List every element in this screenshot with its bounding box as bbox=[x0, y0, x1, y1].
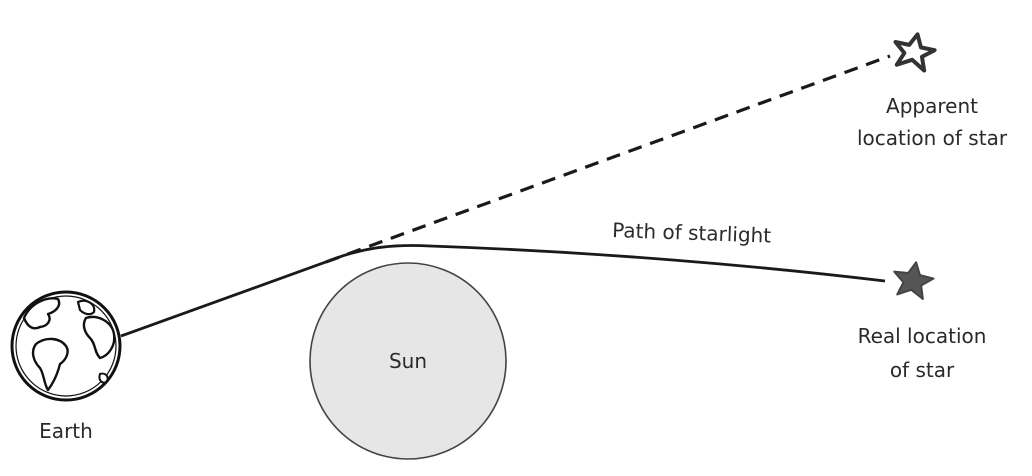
real-star-label-line2: of star bbox=[890, 358, 955, 382]
earth-label: Earth bbox=[39, 419, 93, 443]
apparent-star-label-line1: Apparent bbox=[886, 94, 978, 118]
outline-star-icon bbox=[893, 32, 937, 73]
starlight-path-label: Path of starlight bbox=[612, 218, 772, 248]
globe-icon bbox=[10, 290, 122, 402]
real-star-label-line1: Real location bbox=[858, 324, 987, 348]
starlight-path bbox=[120, 244, 886, 338]
apparent-star-label-line2: location of star bbox=[857, 126, 1008, 150]
sun-circle bbox=[309, 262, 507, 460]
apparent-sight-line bbox=[325, 54, 891, 264]
filled-star-icon bbox=[893, 261, 935, 300]
sun-label: Sun bbox=[389, 349, 427, 373]
